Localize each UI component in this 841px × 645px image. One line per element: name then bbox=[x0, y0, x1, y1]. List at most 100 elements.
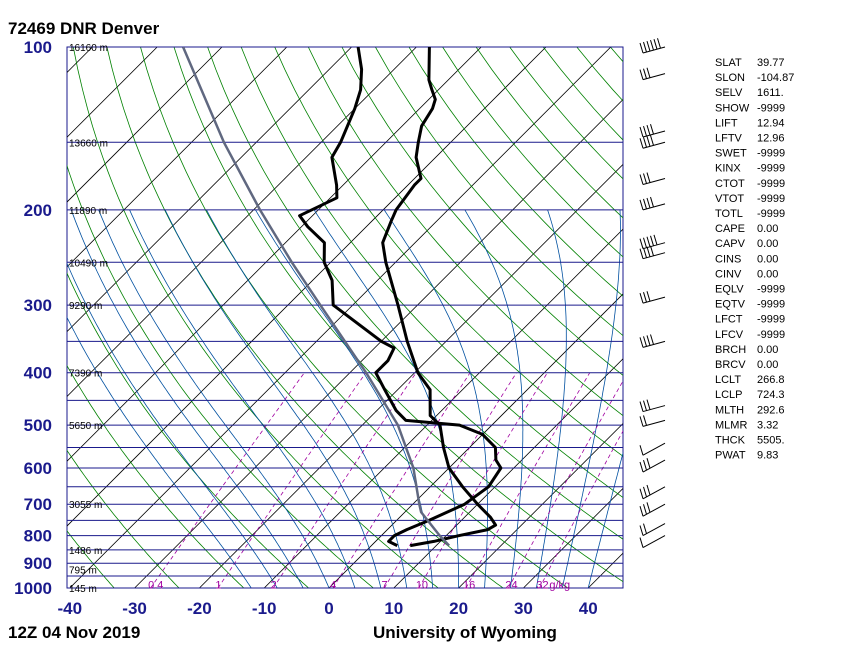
temp-tick-label: 10 bbox=[384, 599, 403, 618]
index-key: SWET bbox=[715, 148, 747, 160]
temp-tick-label: 20 bbox=[449, 599, 468, 618]
index-value: 39.77 bbox=[757, 57, 785, 69]
isotherm--110 bbox=[67, 47, 158, 138]
index-key: EQLV bbox=[715, 284, 744, 296]
index-key: KINX bbox=[715, 163, 741, 175]
index-value: -9999 bbox=[757, 314, 785, 326]
index-value: -104.87 bbox=[757, 72, 794, 84]
isotherm--60 bbox=[67, 47, 482, 462]
index-key: PWAT bbox=[715, 450, 746, 462]
pressure-label-1000: 1000 bbox=[14, 579, 52, 598]
height-label: 145 m bbox=[69, 584, 97, 595]
wind-barbs bbox=[639, 38, 666, 549]
pressure-label-900: 900 bbox=[24, 554, 52, 573]
isotherm-30 bbox=[523, 487, 623, 588]
index-value: 5505. bbox=[757, 435, 785, 447]
wind-barb bbox=[639, 38, 666, 54]
source-credit: University of Wyoming bbox=[373, 623, 557, 642]
isotherm--40 bbox=[69, 47, 612, 588]
mixing-ratio-label: 7 bbox=[381, 579, 387, 591]
observation-time: 12Z 04 Nov 2019 bbox=[8, 623, 140, 642]
height-label: 11890 m bbox=[69, 206, 107, 217]
mixing-ratio-label: 32 bbox=[536, 579, 548, 591]
index-key: SELV bbox=[715, 87, 743, 99]
height-label: 10490 m bbox=[69, 258, 108, 269]
index-key: VTOT bbox=[715, 193, 744, 205]
parcel-profile bbox=[181, 47, 451, 547]
isotherm--10 bbox=[263, 228, 623, 588]
temp-tick-label: -40 bbox=[58, 599, 83, 618]
isotherm--30 bbox=[134, 99, 623, 588]
index-key: BRCH bbox=[715, 344, 746, 356]
index-key: THCK bbox=[715, 435, 746, 447]
pressure-label-300: 300 bbox=[24, 296, 52, 315]
height-label: 5650 m bbox=[69, 421, 102, 432]
index-key: LCLT bbox=[715, 374, 741, 386]
index-value: 0.00 bbox=[757, 223, 778, 235]
height-label: 16160 m bbox=[69, 43, 108, 54]
index-key: LCLP bbox=[715, 389, 743, 401]
index-key: SHOW bbox=[715, 102, 750, 114]
pressure-label-600: 600 bbox=[24, 459, 52, 478]
height-label: 13660 m bbox=[69, 138, 108, 149]
index-value: 0.00 bbox=[757, 238, 778, 250]
chart-title: 72469 DNR Denver bbox=[8, 19, 160, 38]
isotherm--100 bbox=[67, 47, 223, 203]
index-key: MLTH bbox=[715, 404, 744, 416]
index-key: CINV bbox=[715, 268, 742, 280]
wind-barb bbox=[639, 196, 666, 211]
isotherm-lines bbox=[67, 47, 623, 588]
index-value: 1611. bbox=[757, 87, 784, 99]
index-value: -9999 bbox=[757, 178, 785, 190]
wind-barb bbox=[639, 135, 666, 149]
index-key: EQTV bbox=[715, 299, 746, 311]
mixing-ratio-unit: g/kg bbox=[549, 579, 570, 591]
index-value: 724.3 bbox=[757, 389, 785, 401]
wind-barb bbox=[639, 484, 666, 500]
temp-tick-label: -10 bbox=[252, 599, 277, 618]
temperature-profile bbox=[381, 47, 498, 548]
temp-tick-label: -20 bbox=[187, 599, 212, 618]
wind-barb bbox=[639, 523, 666, 536]
temp-tick-label: -30 bbox=[122, 599, 147, 618]
isotherm--70 bbox=[67, 47, 417, 397]
pressure-label-400: 400 bbox=[24, 364, 52, 383]
index-key: LFCT bbox=[715, 314, 743, 326]
pressure-label-100: 100 bbox=[24, 38, 52, 57]
index-value: -9999 bbox=[757, 299, 785, 311]
index-value: -9999 bbox=[757, 163, 785, 175]
isotherm--90 bbox=[67, 47, 288, 268]
index-key: BRCV bbox=[715, 359, 746, 371]
index-value: -9999 bbox=[757, 193, 785, 205]
index-key: LFTV bbox=[715, 133, 743, 145]
wind-barb bbox=[639, 234, 666, 250]
height-label: 3055 m bbox=[69, 500, 102, 511]
isotherm-20 bbox=[458, 423, 623, 588]
dewpoint-profile bbox=[298, 47, 503, 547]
index-key: CINS bbox=[715, 253, 741, 265]
mixing-ratio-label: 16 bbox=[463, 579, 475, 591]
height-label: 1486 m bbox=[69, 546, 102, 557]
index-key: CTOT bbox=[715, 178, 745, 190]
temperature-axis-labels: -40 -30 -20 -10 0 10 20 30 40 bbox=[58, 599, 598, 618]
index-value: 292.6 bbox=[757, 404, 785, 416]
wind-barb bbox=[639, 172, 666, 185]
wind-barb bbox=[639, 291, 666, 304]
wind-barb bbox=[639, 334, 666, 348]
mixing-ratio-labels: 0.4 1 2 4 7 10 16 24 32 g/kg bbox=[148, 579, 570, 591]
wind-barb bbox=[639, 124, 666, 138]
index-key: TOTL bbox=[715, 208, 743, 220]
index-key: SLAT bbox=[715, 57, 742, 69]
isotherm-10 bbox=[393, 358, 623, 588]
index-value: -9999 bbox=[757, 208, 785, 220]
index-value: -9999 bbox=[757, 329, 785, 341]
height-label: 7390 m bbox=[69, 369, 102, 380]
wind-barb bbox=[639, 502, 666, 517]
mixing-ratio-label: 1 bbox=[215, 579, 221, 591]
pressure-label-800: 800 bbox=[24, 527, 52, 546]
mixing-ratio-label: 4 bbox=[330, 579, 336, 591]
pressure-axis-labels: 100 200 300 400 500 600 700 800 900 1000 bbox=[14, 38, 52, 598]
index-value: 0.00 bbox=[757, 268, 778, 280]
mixing-ratio-label: 24 bbox=[505, 579, 517, 591]
wind-barb bbox=[639, 535, 666, 549]
